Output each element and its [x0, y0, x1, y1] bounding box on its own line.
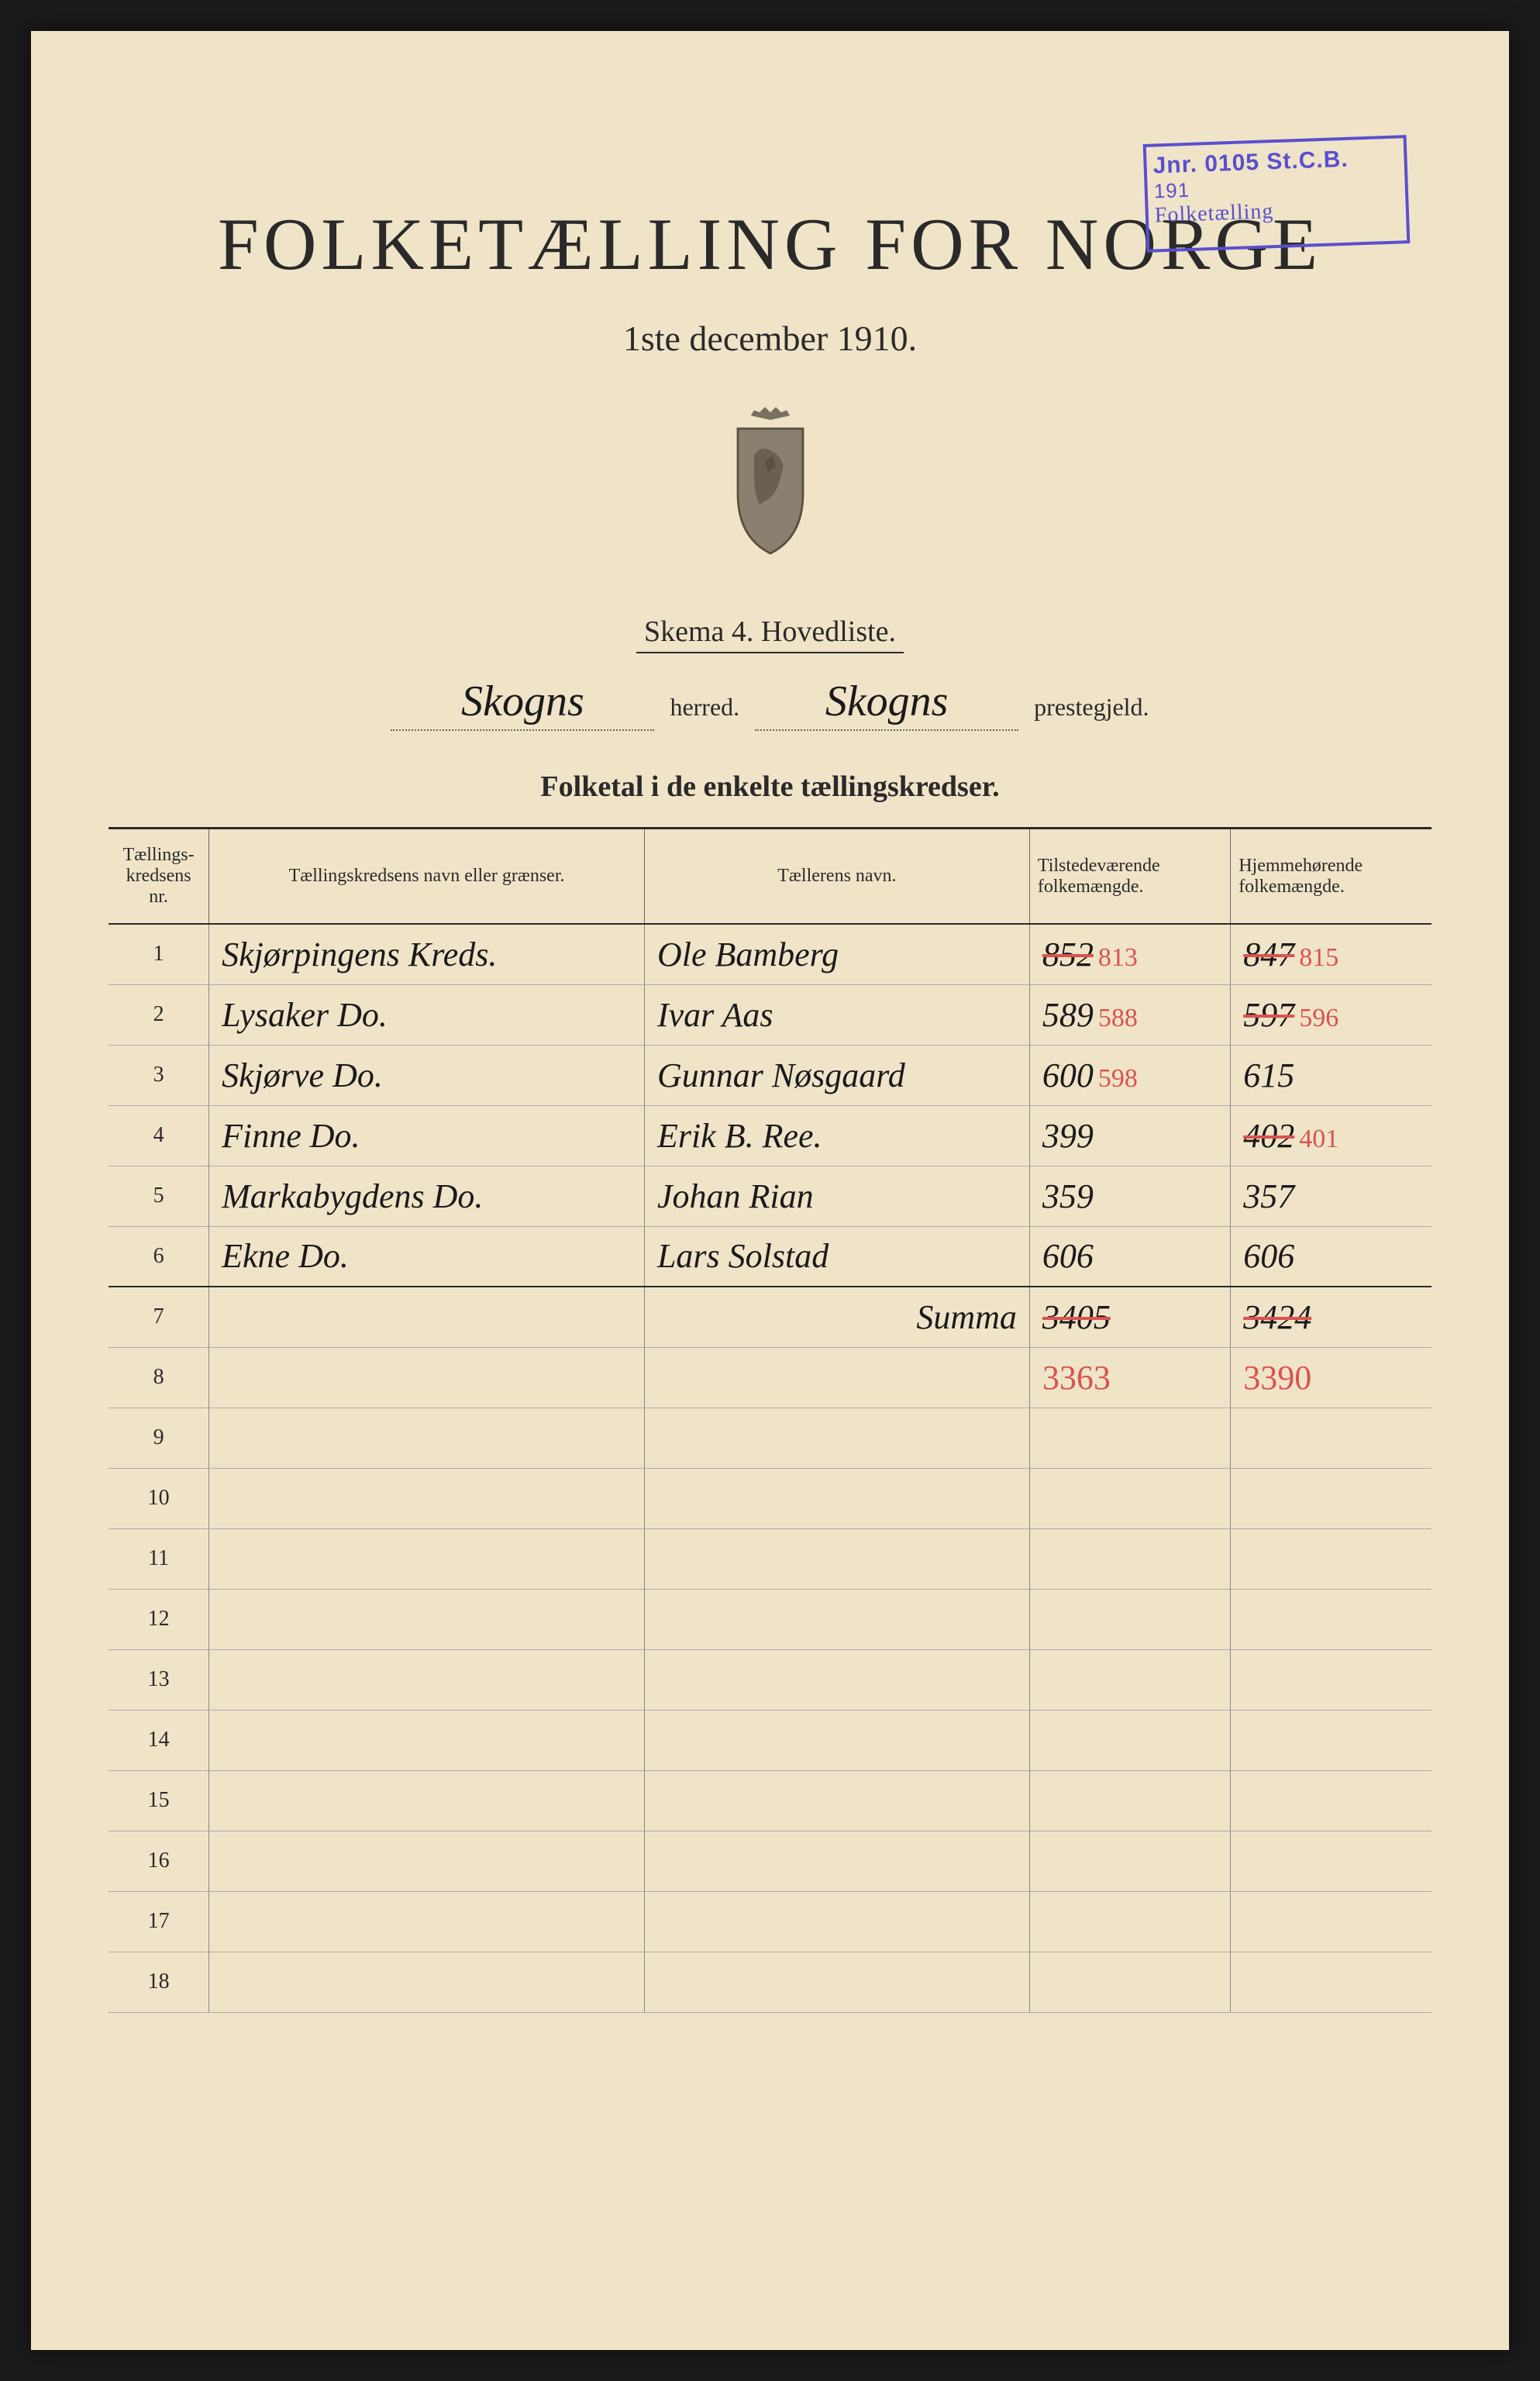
cell-nr: 1: [109, 924, 209, 984]
cell-tilst: 852813: [1029, 924, 1230, 984]
cell-teller: Gunnar Nøsgaard: [644, 1045, 1029, 1105]
table-row-empty: 13: [109, 1649, 1431, 1710]
cell-nr: 9: [109, 1408, 209, 1468]
cell-hjem: 597596: [1231, 984, 1431, 1045]
table-row-empty: 15: [109, 1770, 1431, 1831]
cell-name: Skjørve Do.: [209, 1045, 645, 1105]
cell-name: Markabygdens Do.: [209, 1166, 645, 1226]
herred-row: Skogns herred. Skogns prestegjeld.: [109, 677, 1431, 731]
coat-of-arms-icon: [109, 405, 1431, 560]
cell-nr: 7: [109, 1287, 209, 1347]
table-row-empty: 16: [109, 1831, 1431, 1891]
cell-corrected-tilst: 3363: [1029, 1347, 1230, 1408]
cell-hjem: 402401: [1231, 1105, 1431, 1166]
schema-label: Skema 4. Hovedliste.: [109, 615, 1431, 653]
cell-nr: 12: [109, 1589, 209, 1649]
census-page: Jnr. 0105 St.C.B. 191 Folketælling FOLKE…: [31, 31, 1509, 2350]
col-header-tilst: Tilstedeværende folkemængde.: [1029, 829, 1230, 925]
cell-nr: 6: [109, 1226, 209, 1287]
cell-tilst: 606: [1029, 1226, 1230, 1287]
cell-nr: 10: [109, 1468, 209, 1528]
table-caption: Folketal i de enkelte tællingskredser.: [109, 770, 1431, 804]
cell-tilst: 589588: [1029, 984, 1230, 1045]
col-header-name: Tællingskredsens navn eller grænser.: [209, 829, 645, 925]
census-table: Tællings-kredsens nr. Tællingskredsens n…: [109, 827, 1431, 2013]
cell-nr: 2: [109, 984, 209, 1045]
cell-nr: 17: [109, 1891, 209, 1952]
cell-corrected-hjem: 3390: [1231, 1347, 1431, 1408]
cell-teller: Lars Solstad: [644, 1226, 1029, 1287]
table-row: 3 Skjørve Do. Gunnar Nøsgaard 600598 615: [109, 1045, 1431, 1105]
cell-tilst: 600598: [1029, 1045, 1230, 1105]
cell-name: Lysaker Do.: [209, 984, 645, 1045]
table-row: 1 Skjørpingens Kreds. Ole Bamberg 852813…: [109, 924, 1431, 984]
cell-nr: 16: [109, 1831, 209, 1891]
table-header-row: Tællings-kredsens nr. Tællingskredsens n…: [109, 829, 1431, 925]
table-row: 6 Ekne Do. Lars Solstad 606 606: [109, 1226, 1431, 1287]
cell-name: Skjørpingens Kreds.: [209, 924, 645, 984]
summa-row: 7 Summa 3405 3424: [109, 1287, 1431, 1347]
col-header-hjem: Hjemmehørende folkemængde.: [1231, 829, 1431, 925]
cell-name: Finne Do.: [209, 1105, 645, 1166]
cell-nr: 14: [109, 1710, 209, 1770]
cell-nr: 18: [109, 1952, 209, 2012]
cell-nr: 11: [109, 1528, 209, 1589]
table-row-empty: 17: [109, 1891, 1431, 1952]
cell-hjem: 357: [1231, 1166, 1431, 1226]
cell-tilst: 399: [1029, 1105, 1230, 1166]
cell-nr: 15: [109, 1770, 209, 1831]
cell-nr: 3: [109, 1045, 209, 1105]
cell-nr: 4: [109, 1105, 209, 1166]
cell-nr: 13: [109, 1649, 209, 1710]
cell-teller: Ole Bamberg: [644, 924, 1029, 984]
table-row-empty: 10: [109, 1468, 1431, 1528]
registry-stamp: Jnr. 0105 St.C.B. 191 Folketælling: [1143, 135, 1411, 253]
table-row: 2 Lysaker Do. Ivar Aas 589588 597596: [109, 984, 1431, 1045]
cell-summa-tilst: 3405: [1029, 1287, 1230, 1347]
cell-name: [209, 1287, 645, 1347]
cell-name: Ekne Do.: [209, 1226, 645, 1287]
cell-teller: Ivar Aas: [644, 984, 1029, 1045]
table-row-empty: 14: [109, 1710, 1431, 1770]
cell-summa-hjem: 3424: [1231, 1287, 1431, 1347]
herred-label: herred.: [670, 693, 739, 722]
cell-hjem: 606: [1231, 1226, 1431, 1287]
table-row-empty: 12: [109, 1589, 1431, 1649]
cell-name: [209, 1347, 645, 1408]
table-row-empty: 9: [109, 1408, 1431, 1468]
cell-teller: Johan Rian: [644, 1166, 1029, 1226]
herred-value: Skogns: [391, 677, 654, 731]
table-row: 4 Finne Do. Erik B. Ree. 399 402401: [109, 1105, 1431, 1166]
cell-teller: Erik B. Ree.: [644, 1105, 1029, 1166]
cell-teller: [644, 1347, 1029, 1408]
corrected-total-row: 8 3363 3390: [109, 1347, 1431, 1408]
col-header-nr: Tællings-kredsens nr.: [109, 829, 209, 925]
table-row: 5 Markabygdens Do. Johan Rian 359 357: [109, 1166, 1431, 1226]
col-header-teller: Tællerens navn.: [644, 829, 1029, 925]
cell-hjem: 615: [1231, 1045, 1431, 1105]
cell-hjem: 847815: [1231, 924, 1431, 984]
prestegjeld-value: Skogns: [755, 677, 1018, 731]
prestegjeld-label: prestegjeld.: [1034, 693, 1149, 722]
table-row-empty: 11: [109, 1528, 1431, 1589]
document-date: 1ste december 1910.: [109, 318, 1431, 359]
cell-tilst: 359: [1029, 1166, 1230, 1226]
table-row-empty: 18: [109, 1952, 1431, 2012]
cell-nr: 5: [109, 1166, 209, 1226]
cell-summa-label: Summa: [644, 1287, 1029, 1347]
cell-nr: 8: [109, 1347, 209, 1408]
